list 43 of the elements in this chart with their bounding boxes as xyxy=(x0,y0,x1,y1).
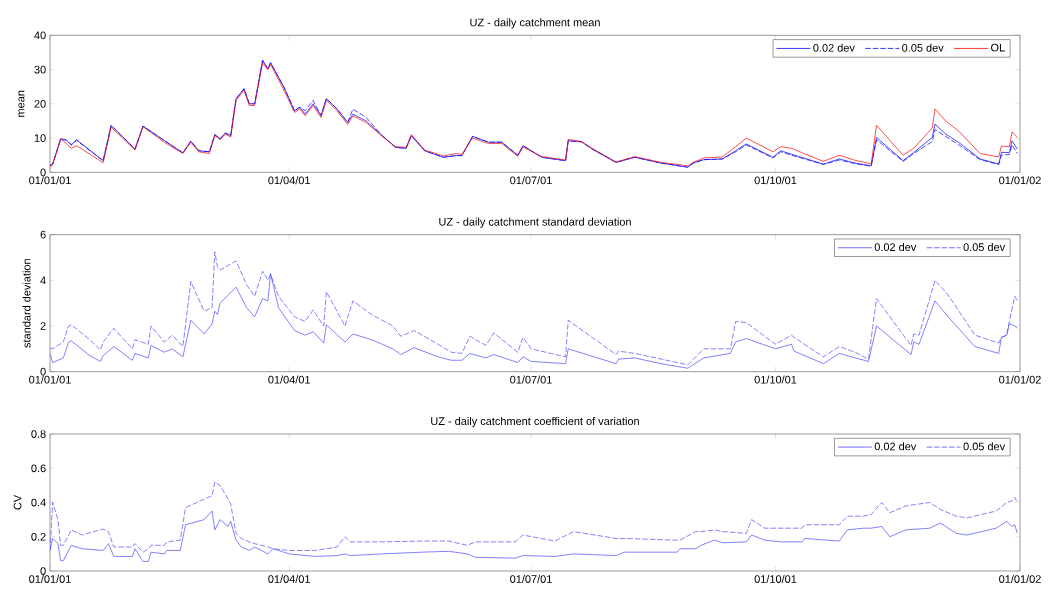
y-tick-label: 20 xyxy=(34,99,46,108)
y-tick-label: 30 xyxy=(34,65,46,74)
y-tick-label: 40 xyxy=(34,31,46,40)
x-tick-label: 01/01/01 xyxy=(29,176,71,185)
y-axis-title: mean xyxy=(18,90,25,117)
y-tick-label: 10 xyxy=(34,134,46,142)
x-tick-label: 01/10/01 xyxy=(754,375,797,384)
x-tick-label: 01/04/01 xyxy=(268,176,310,185)
x-tick-label: 01/10/01 xyxy=(754,176,797,185)
x-tick-label: 01/01/01 xyxy=(29,574,71,583)
y-axis-title: CV xyxy=(13,494,22,510)
y-tick-label: 0 xyxy=(40,567,46,575)
x-tick-label: 01/01/02 xyxy=(999,375,1041,384)
legend-label: 0.02 dev xyxy=(874,442,917,451)
legend-label: 0.05 dev xyxy=(963,442,1006,451)
legend-label: 0.02 dev xyxy=(874,242,917,252)
x-tick-label: 01/07/01 xyxy=(510,375,552,384)
y-tick-label: 0.6 xyxy=(31,464,46,473)
x-tick-label: 01/01/02 xyxy=(999,574,1041,583)
y-tick-label: 6 xyxy=(40,230,46,239)
x-tick-label: 01/01/01 xyxy=(29,375,71,384)
legend-label: 0.02 dev xyxy=(813,43,855,52)
chart-title: UZ - daily catchment mean xyxy=(470,18,600,29)
x-tick-label: 01/07/01 xyxy=(510,574,552,583)
legend-label: OL xyxy=(991,43,1005,52)
legend-label: 0.05 dev xyxy=(963,242,1006,252)
y-tick-label: 0 xyxy=(40,367,46,376)
x-tick-label: 01/07/01 xyxy=(510,176,552,185)
y-tick-label: 4 xyxy=(40,276,46,285)
x-tick-label: 01/01/02 xyxy=(999,176,1041,185)
x-tick-label: 01/04/01 xyxy=(268,375,310,384)
y-tick-label: 0.8 xyxy=(31,430,46,438)
y-tick-label: 0.2 xyxy=(31,532,46,541)
chart-title: UZ - daily catchment standard deviation xyxy=(439,217,631,228)
y-tick-label: 0.4 xyxy=(31,498,46,507)
y-axis-title: standard deviation xyxy=(22,259,31,348)
y-tick-label: 0 xyxy=(40,168,46,177)
y-tick-label: 2 xyxy=(40,322,46,330)
legend-label: 0.05 dev xyxy=(902,43,944,52)
x-tick-label: 01/10/01 xyxy=(754,574,797,583)
line-series xyxy=(50,251,1018,366)
chart-title: UZ - daily catchment coefficient of variation xyxy=(431,416,639,428)
x-tick-label: 01/04/01 xyxy=(268,574,310,583)
